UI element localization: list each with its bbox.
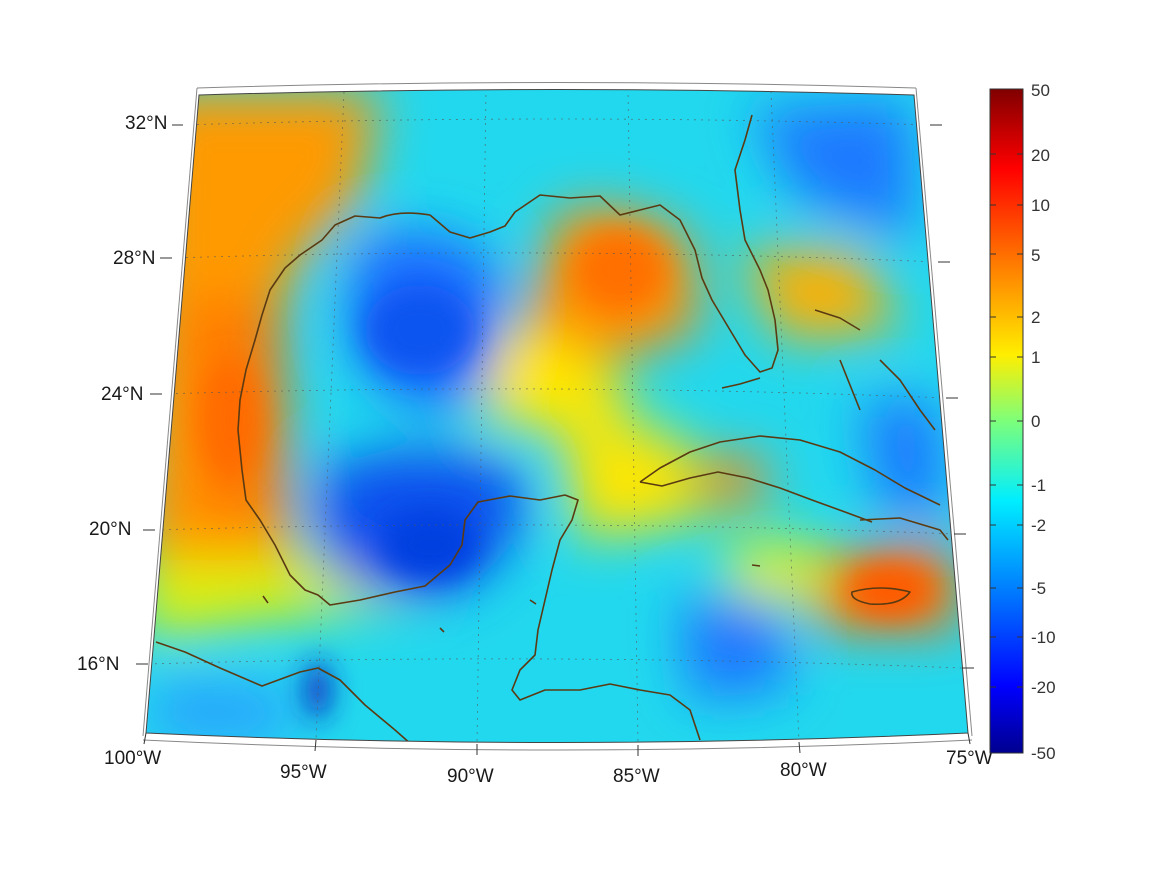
lat-label-20n: 20°N (89, 519, 131, 540)
colorbar-label: -20 (1031, 678, 1056, 697)
graticule (147, 89, 963, 743)
lat-label-32n: 32°N (125, 113, 167, 134)
lon-label-85w: 85°W (613, 766, 660, 787)
lon-label-80w: 80°W (780, 760, 827, 781)
lon-labels: 100°W 95°W 90°W 85°W 80°W 75°W (104, 748, 993, 787)
axis-ticks (136, 124, 974, 756)
lon-label-90w: 90°W (447, 766, 494, 787)
field-region-cuba-south (690, 455, 770, 505)
coast-jamaica (851, 587, 911, 606)
colorbar: 50 20 10 5 2 1 0 -1 -2 -5 -10 -20 -50 (989, 81, 1056, 763)
colorbar-label: 2 (1031, 308, 1040, 327)
colorbar-label: 50 (1031, 81, 1050, 100)
coast-cayman (751, 564, 761, 567)
lon-label-95w: 95°W (280, 762, 327, 783)
colorbar-label: -10 (1031, 628, 1056, 647)
colorbar-label: 10 (1031, 196, 1050, 215)
map-frame (142, 82, 973, 751)
colorbar-label: -1 (1031, 476, 1046, 495)
lat-label-16n: 16°N (77, 654, 119, 675)
coast-florida-keys (721, 377, 761, 389)
colorbar-label: 1 (1031, 348, 1040, 367)
lat-label-28n: 28°N (113, 248, 155, 269)
lon-label-100w: 100°W (104, 748, 161, 769)
colorbar-label: 20 (1031, 146, 1050, 165)
lon-label-75w: 75°W (946, 748, 993, 769)
coast-louisiana (429, 114, 779, 373)
coast-gulf-us-mexico (237, 212, 566, 606)
colorbar-label: 0 (1031, 412, 1040, 431)
coast-bahamas (814, 309, 936, 431)
coast-hispaniola (859, 517, 949, 541)
coast-yucatan-east (511, 494, 701, 741)
map-field (146, 89, 968, 743)
lat-labels: 32°N 28°N 24°N 20°N 16°N (77, 113, 167, 675)
colorbar-ticks (990, 153, 1023, 688)
lat-label-24n: 24°N (101, 384, 143, 405)
colorbar-label: -5 (1031, 579, 1046, 598)
colorbar-label: 5 (1031, 246, 1040, 265)
coast-central-america-pacific (155, 641, 413, 743)
colorbar-label: -50 (1031, 744, 1056, 763)
colorbar-label: -2 (1031, 516, 1046, 535)
coastlines (155, 114, 949, 743)
coast-cuba (639, 435, 941, 506)
